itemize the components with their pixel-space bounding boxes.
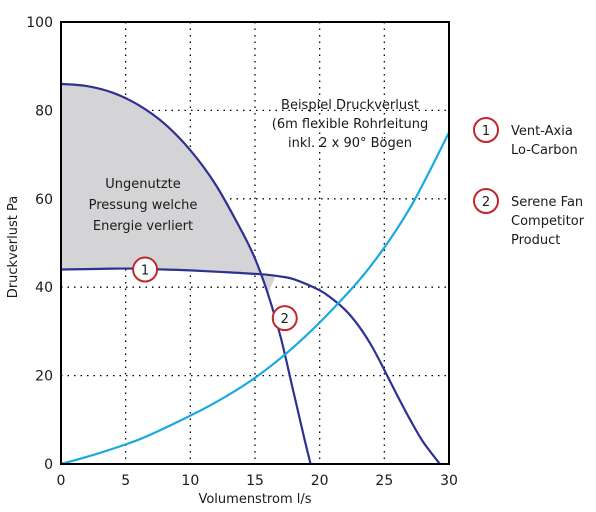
marker-number: 2 [281, 312, 289, 327]
series-line [60, 82, 312, 465]
region-label-line: Pressung welche [89, 198, 198, 213]
legend-entry-line: Serene Fan [511, 195, 583, 210]
legend-number: 2 [482, 195, 490, 210]
marker-circle [271, 305, 298, 332]
series-line [60, 131, 450, 466]
y-axis-ticks: 0 20 40 60 80 100 [26, 15, 53, 473]
legend-entry-line: Competitor [511, 214, 585, 229]
annotation-example-loss: Beispiel Druckverlust (6m flexible Rohrle… [272, 98, 428, 151]
legend-entry-line: Lo-Carbon [511, 143, 578, 158]
x-tick-label: 30 [440, 473, 458, 489]
region-label-line: Ungenutzte [105, 177, 181, 192]
annotation-line: Beispiel Druckverlust [281, 98, 419, 113]
legend: 1 Vent-Axia Lo-Carbon 2 Serene Fan Competitor… [473, 117, 585, 248]
x-axis-ticks: 0 5 10 15 20 25 30 [57, 473, 458, 489]
x-tick-label: 5 [121, 473, 130, 489]
region-label-line: Energie verliert [93, 219, 193, 234]
y-tick-label: 0 [44, 457, 53, 473]
annotation-line: inkl. 2 x 90° Bögen [288, 136, 412, 151]
curve-markers: 12 [132, 256, 298, 332]
y-tick-label: 60 [35, 192, 53, 208]
unused-pressure-region [61, 83, 276, 294]
y-axis-title: Druckverlust Pa [6, 196, 21, 298]
legend-entry-line: Vent-Axia [511, 124, 573, 139]
legend-circle [473, 117, 499, 143]
y-tick-label: 20 [35, 369, 53, 385]
legend-entry-line: Product [511, 233, 560, 248]
x-tick-label: 0 [57, 473, 66, 489]
legend-circle [473, 188, 499, 214]
y-tick-label: 40 [35, 280, 53, 296]
legend-number: 1 [482, 124, 490, 139]
y-tick-label: 80 [35, 103, 53, 119]
series-line [60, 267, 441, 465]
plot-area-frame [60, 21, 450, 465]
region-label: Ungenutzte Pressung welche Energie verlier… [89, 177, 198, 234]
x-axis-title: Volumenstrom l/s [198, 492, 311, 507]
x-tick-label: 20 [311, 473, 329, 489]
marker-circle [132, 256, 159, 283]
x-tick-label: 10 [181, 473, 199, 489]
y-tick-label: 100 [26, 15, 53, 31]
marker-number: 1 [141, 264, 149, 279]
x-tick-label: 25 [375, 473, 393, 489]
x-tick-label: 15 [246, 473, 264, 489]
annotation-line: (6m flexible Rohrleitung [272, 117, 428, 132]
